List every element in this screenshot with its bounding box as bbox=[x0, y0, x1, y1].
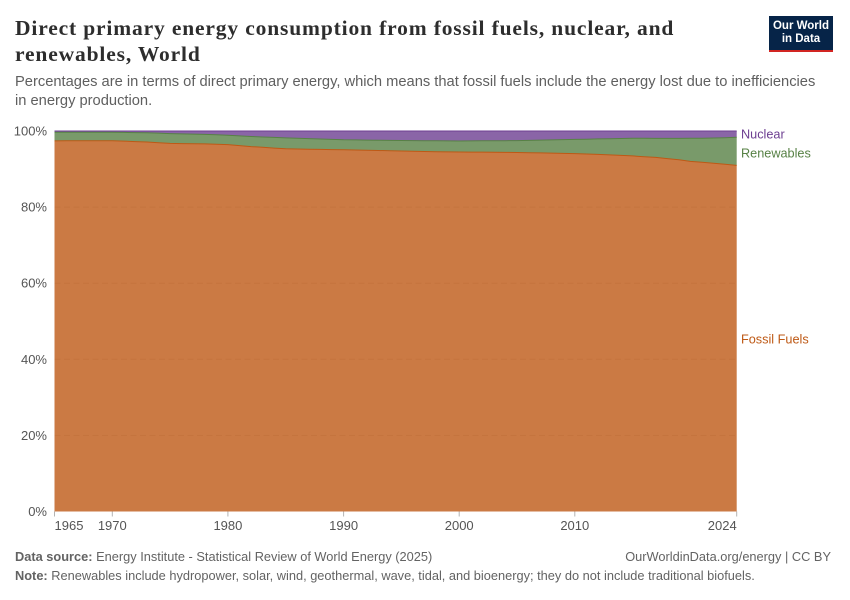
svg-text:2024: 2024 bbox=[708, 518, 737, 533]
svg-text:1990: 1990 bbox=[329, 518, 358, 533]
svg-text:1980: 1980 bbox=[213, 518, 242, 533]
svg-text:0%: 0% bbox=[28, 504, 47, 519]
svg-text:60%: 60% bbox=[21, 276, 47, 291]
svg-text:80%: 80% bbox=[21, 200, 47, 215]
svg-text:100%: 100% bbox=[14, 124, 48, 139]
svg-text:Renewables: Renewables bbox=[741, 147, 811, 161]
svg-text:2010: 2010 bbox=[560, 518, 589, 533]
svg-text:Nuclear: Nuclear bbox=[741, 128, 785, 142]
svg-text:Fossil Fuels: Fossil Fuels bbox=[741, 333, 809, 347]
svg-text:40%: 40% bbox=[21, 352, 47, 367]
svg-text:2000: 2000 bbox=[445, 518, 474, 533]
svg-text:1965: 1965 bbox=[55, 518, 84, 533]
svg-text:20%: 20% bbox=[21, 428, 47, 443]
svg-text:1970: 1970 bbox=[98, 518, 127, 533]
